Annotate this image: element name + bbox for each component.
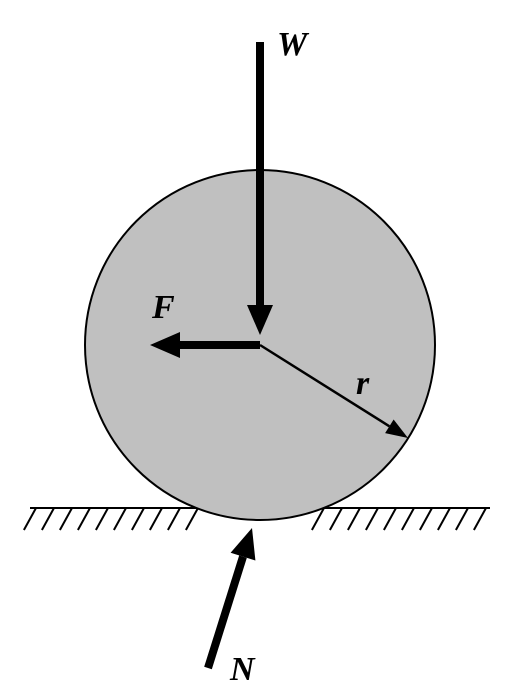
normal-force-arrow: [208, 528, 255, 668]
label-f: F: [151, 289, 175, 326]
label-n: N: [229, 651, 256, 688]
label-w: W: [277, 26, 310, 63]
label-r: r: [356, 365, 370, 402]
free-body-diagram: W F r N: [0, 0, 519, 692]
